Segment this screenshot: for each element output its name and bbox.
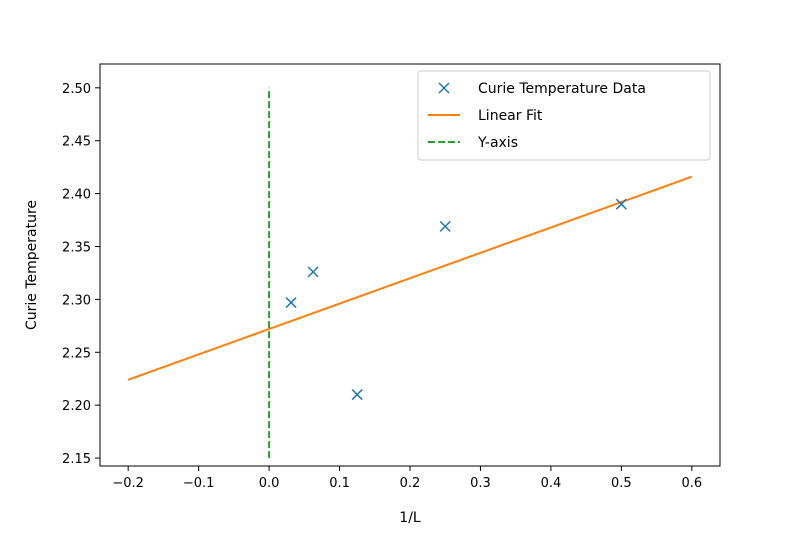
- y-tick-label: 2.40: [62, 188, 91, 203]
- series-layer: [127, 87, 693, 459]
- curie-temperature-data-point: [439, 220, 451, 232]
- curie-temperature-data-point: [307, 266, 319, 278]
- curie-temperature-data-point: [285, 297, 297, 309]
- legend: Curie Temperature Data Linear Fit Y-axis: [417, 70, 711, 161]
- y-tick-label: 2.15: [62, 452, 91, 467]
- y-tick-label: 2.45: [62, 135, 91, 150]
- y-tick-label: 2.20: [62, 399, 91, 414]
- x-tick-label: 0.2: [400, 476, 421, 491]
- curie-temperature-data-legend-marker: [438, 82, 450, 94]
- x-tick-label: 0.0: [259, 476, 280, 491]
- y-tick-label: 2.35: [62, 240, 91, 255]
- x-tick-label: −0.2: [112, 476, 144, 491]
- x-tick-label: 0.6: [681, 476, 702, 491]
- x-tick-label: 0.5: [611, 476, 632, 491]
- y-axis-legend-label: Y-axis: [477, 135, 518, 151]
- x-axis-label: 1/L: [399, 510, 421, 526]
- curie-temperature-data-point: [615, 198, 627, 210]
- legend-box: [417, 70, 711, 161]
- x-tick-label: 0.1: [329, 476, 350, 491]
- curie-temperature-data-legend-label: Curie Temperature Data: [478, 81, 646, 97]
- x-tick-label: 0.3: [470, 476, 491, 491]
- x-tick-label: 0.4: [541, 476, 562, 491]
- y-tick-label: 2.30: [62, 293, 91, 308]
- linear-fit-legend-label: Linear Fit: [478, 108, 543, 124]
- linear-fit-line: [127, 175, 693, 381]
- y-tick-label: 2.50: [62, 82, 91, 97]
- y-axis-label: Curie Temperature: [24, 200, 40, 330]
- legend-entries: Curie Temperature Data Linear Fit Y-axis: [428, 81, 646, 151]
- x-axis-ticks: −0.2 −0.1 0.0 0.1 0.2 0.3 0.4 0.5 0.6: [112, 466, 702, 491]
- y-tick-label: 2.25: [62, 346, 91, 361]
- curie-temperature-data-point: [351, 389, 363, 401]
- y-axis-ticks: 2.15 2.20 2.25 2.30 2.35 2.40 2.45 2.50: [62, 82, 100, 467]
- x-tick-label: −0.1: [183, 476, 215, 491]
